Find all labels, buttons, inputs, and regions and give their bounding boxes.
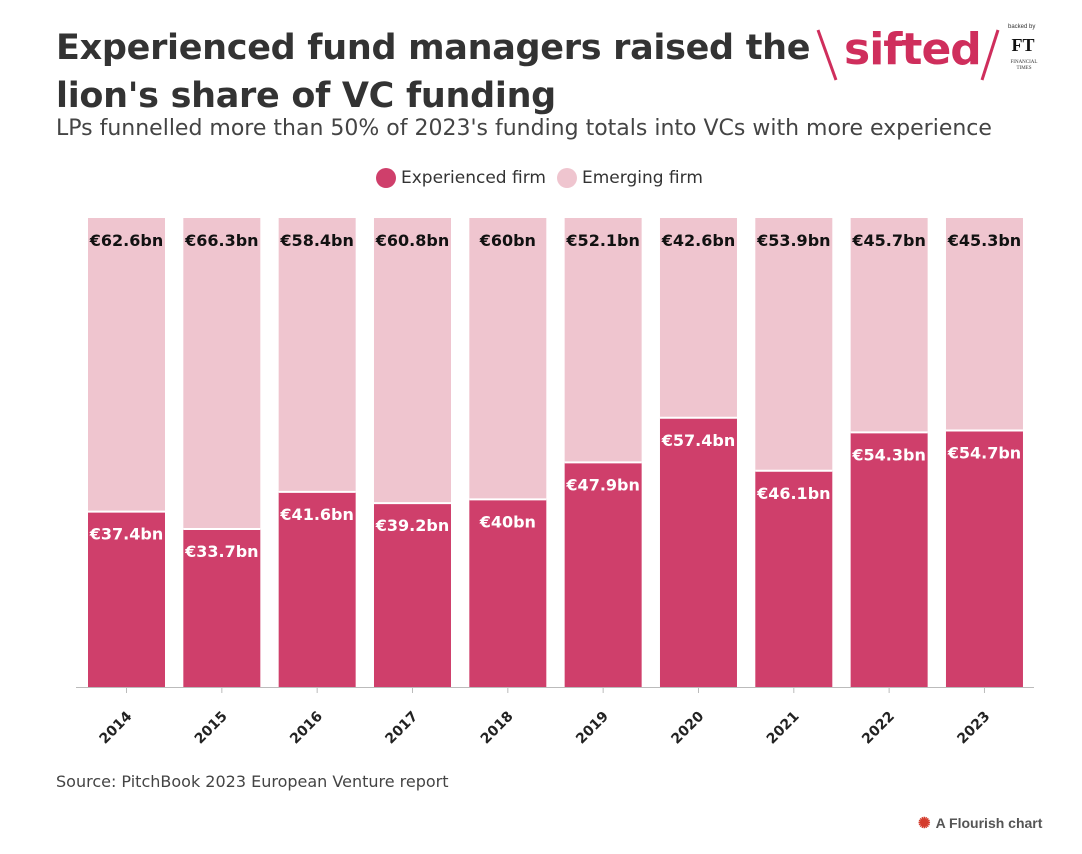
bar-experienced xyxy=(850,432,928,687)
flourish-credit[interactable]: ✺ A Flourish chart xyxy=(918,814,1042,832)
legend-swatch-experienced xyxy=(376,168,396,188)
legend-label: Experienced firm xyxy=(401,168,546,188)
x-tick-label: 2016 xyxy=(287,709,326,748)
data-label-emerging: €45.3bn xyxy=(947,231,1021,250)
data-label-emerging: €60bn xyxy=(479,231,536,250)
x-tick-label: 2019 xyxy=(573,709,612,748)
data-label-emerging: €52.1bn xyxy=(565,231,639,250)
bar-experienced xyxy=(659,417,737,687)
x-tick-label: 2014 xyxy=(96,708,135,747)
bar-experienced xyxy=(755,470,833,687)
bar-emerging xyxy=(659,218,737,418)
ft-logo: FT xyxy=(1011,35,1035,55)
bar-emerging xyxy=(278,218,356,492)
data-label-emerging: €42.6bn xyxy=(661,231,735,250)
flourish-logo-icon: ✺ xyxy=(918,815,931,832)
data-label-emerging: €45.7bn xyxy=(851,231,925,250)
logo-slash-left-icon xyxy=(816,29,838,81)
x-tick-label: 2017 xyxy=(382,709,421,748)
data-label-emerging: €58.4bn xyxy=(279,231,353,250)
data-label-experienced: €54.7bn xyxy=(947,443,1021,462)
data-label-experienced: €33.7bn xyxy=(184,542,258,561)
flourish-credit-label: A Flourish chart xyxy=(935,815,1043,831)
bar-experienced xyxy=(564,462,642,687)
bar-emerging xyxy=(373,218,451,504)
x-tick-label: 2018 xyxy=(478,709,517,748)
stacked-bar-chart: €62.6bn €37.4bn 2014 €66.3bn €33.7bn 2015 €58.… xyxy=(76,218,1034,748)
bar-emerging xyxy=(469,218,547,500)
sifted-logo: sifted backed by FT FINANCIAL TIMES xyxy=(814,20,1074,90)
logo-slash-right-icon xyxy=(980,29,1000,81)
bar-emerging xyxy=(88,218,165,512)
bar-emerging xyxy=(755,218,833,471)
x-tick-label: 2021 xyxy=(764,709,803,748)
data-label-experienced: €46.1bn xyxy=(756,484,830,503)
bar-experienced xyxy=(945,430,1023,687)
bar-emerging xyxy=(564,218,642,463)
backed-by-label: backed by xyxy=(1008,24,1036,30)
bar-experienced xyxy=(373,503,451,687)
bar-emerging xyxy=(945,218,1023,431)
data-label-experienced: €41.6bn xyxy=(279,505,353,524)
data-label-emerging: €53.9bn xyxy=(756,231,830,250)
data-label-experienced: €39.2bn xyxy=(375,516,449,535)
sifted-wordmark: sifted xyxy=(844,24,982,75)
bar-experienced xyxy=(278,491,356,687)
bar-experienced xyxy=(88,511,165,687)
source-note: Source: PitchBook 2023 European Venture … xyxy=(56,772,449,791)
chart-subtitle: LPs funnelled more than 50% of 2023's fu… xyxy=(56,116,992,141)
bar-experienced xyxy=(469,499,547,687)
data-label-experienced: €47.9bn xyxy=(565,475,639,494)
data-label-experienced: €57.4bn xyxy=(661,431,735,450)
x-tick-label: 2022 xyxy=(859,709,898,748)
legend-label: Emerging firm xyxy=(582,168,703,188)
x-tick-label: 2020 xyxy=(668,708,707,747)
legend-swatch-emerging xyxy=(557,168,577,188)
data-label-experienced: €54.3bn xyxy=(851,445,925,464)
data-label-emerging: €60.8bn xyxy=(375,231,449,250)
bar-emerging xyxy=(850,218,928,433)
chart-title: Experienced fund managers raised the lio… xyxy=(56,28,811,116)
legend-item-experienced[interactable]: Experienced firm xyxy=(376,168,546,188)
legend-item-emerging[interactable]: Emerging firm xyxy=(557,168,703,188)
bar-experienced xyxy=(183,528,261,687)
data-label-emerging: €62.6bn xyxy=(89,231,163,250)
data-label-emerging: €66.3bn xyxy=(184,231,258,250)
data-label-experienced: €40bn xyxy=(479,512,536,531)
x-tick-label: 2015 xyxy=(192,709,231,748)
data-label-experienced: €37.4bn xyxy=(89,525,163,544)
x-tick-label: 2023 xyxy=(954,709,993,748)
ft-subtitle: FINANCIAL TIMES xyxy=(1010,60,1038,71)
bar-emerging xyxy=(183,218,261,529)
legend: Experienced firm Emerging firm xyxy=(0,168,1082,194)
